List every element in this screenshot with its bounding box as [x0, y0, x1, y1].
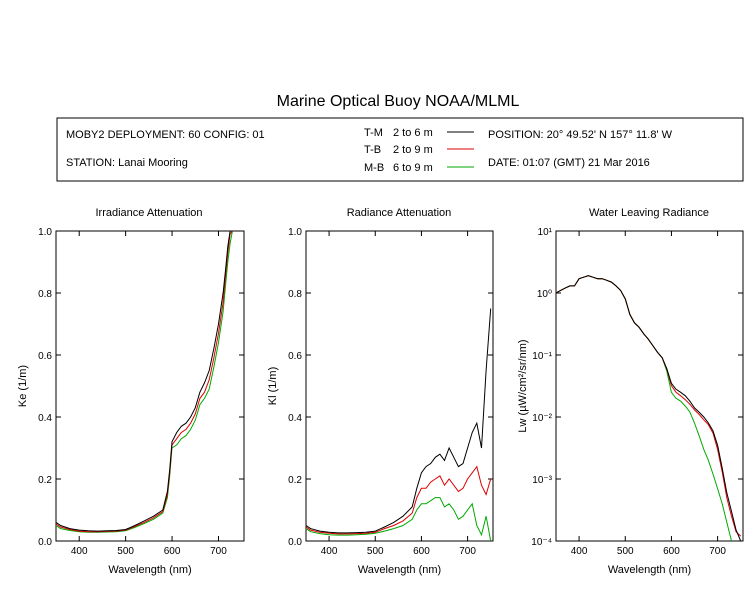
y-axis-label: Lw (µW/cm²/sr/nm): [517, 339, 529, 432]
legend: T-M 2 to 6 m T-B 2 to 9 m M-B 6 to 9 m: [364, 127, 474, 174]
y-tick-label: 10⁻²: [532, 413, 552, 424]
y-tick-label: 1.0: [38, 227, 52, 238]
y-tick-label: 10⁰: [537, 289, 552, 300]
y-tick-label: 0.8: [288, 289, 302, 300]
radiance-attenuation-chart: Radiance Attenuation 400 500 600 700 0.0 0.2 0.…: [267, 207, 494, 576]
y-tick-label: 0.6: [288, 351, 302, 362]
x-tick-label: 600: [663, 546, 680, 557]
main-title: Marine Optical Buoy NOAA/MLML: [277, 93, 520, 110]
series-line-t-b: [55, 230, 233, 533]
plot-frame: [55, 230, 245, 542]
irradiance-attenuation-chart: Irradiance Attenuation 400 500 600 700 0.0 0.2…: [17, 207, 245, 576]
x-tick-label: 700: [709, 546, 726, 557]
chart-title: Water Leaving Radiance: [589, 207, 709, 219]
x-axis-label: Wavelength (nm): [608, 564, 691, 576]
series-line-m-b: [305, 497, 492, 542]
x-tick-label: 500: [617, 546, 634, 557]
legend-code-tb: T-B: [364, 144, 381, 156]
deployment-text: MOBY2 DEPLOYMENT: 60 CONFIG: 01: [66, 129, 265, 141]
y-tick-label: 10⁻¹: [532, 351, 552, 362]
legend-range-mb: 6 to 9 m: [393, 162, 433, 174]
series-line-m-b: [55, 230, 233, 533]
y-axis-label: Kl (1/m): [267, 367, 279, 406]
series-line-t-m: [55, 230, 233, 532]
station-text: STATION: Lanai Mooring: [66, 157, 188, 169]
y-tick-label: 0.4: [38, 413, 52, 424]
y-tick-label: 10⁻⁴: [531, 537, 552, 548]
x-tick-label: 700: [210, 546, 227, 557]
legend-code-tm: T-M: [364, 127, 383, 139]
series-line-m-b: [555, 275, 732, 542]
legend-range-tb: 2 to 9 m: [393, 144, 433, 156]
y-tick-label: 0.0: [38, 537, 52, 548]
series-line-t-m: [555, 275, 742, 542]
date-text: DATE: 01:07 (GMT) 21 Mar 2016: [488, 157, 650, 169]
y-tick-label: 0.8: [38, 289, 52, 300]
y-tick-label: 10¹: [538, 227, 553, 238]
x-tick-label: 400: [71, 546, 88, 557]
legend-range-tm: 2 to 6 m: [393, 127, 433, 139]
series-line-t-b: [305, 465, 492, 535]
info-box: [56, 117, 744, 182]
x-tick-label: 400: [571, 546, 588, 557]
y-tick-label: 10⁻³: [532, 475, 552, 486]
y-tick-label: 0.2: [38, 475, 52, 486]
plot-frame: [305, 230, 494, 542]
y-tick-label: 0.6: [38, 351, 52, 362]
x-tick-label: 700: [459, 546, 476, 557]
plot-frame: [555, 230, 744, 542]
legend-code-mb: M-B: [364, 162, 384, 174]
x-axis-label: Wavelength (nm): [358, 564, 441, 576]
x-tick-label: 500: [117, 546, 134, 557]
x-tick-label: 500: [367, 546, 384, 557]
x-tick-label: 600: [164, 546, 181, 557]
y-tick-label: 1.0: [288, 227, 302, 238]
position-text: POSITION: 20° 49.52' N 157° 11.8' W: [488, 129, 673, 141]
chart-title: Radiance Attenuation: [347, 207, 452, 219]
x-tick-label: 600: [413, 546, 430, 557]
chart-title: Irradiance Attenuation: [95, 207, 202, 219]
series-line-t-b: [555, 275, 742, 537]
x-tick-label: 400: [321, 546, 338, 557]
y-tick-label: 0.0: [288, 537, 302, 548]
y-axis-label: Ke (1/m): [17, 365, 29, 407]
x-axis-label: Wavelength (nm): [108, 564, 191, 576]
y-tick-label: 0.4: [288, 413, 302, 424]
water-leaving-radiance-chart: Water Leaving Radiance 400 500 600 700 10⁻⁴ 10…: [517, 207, 744, 576]
y-tick-label: 0.2: [288, 475, 302, 486]
series-line-t-m: [305, 308, 492, 534]
